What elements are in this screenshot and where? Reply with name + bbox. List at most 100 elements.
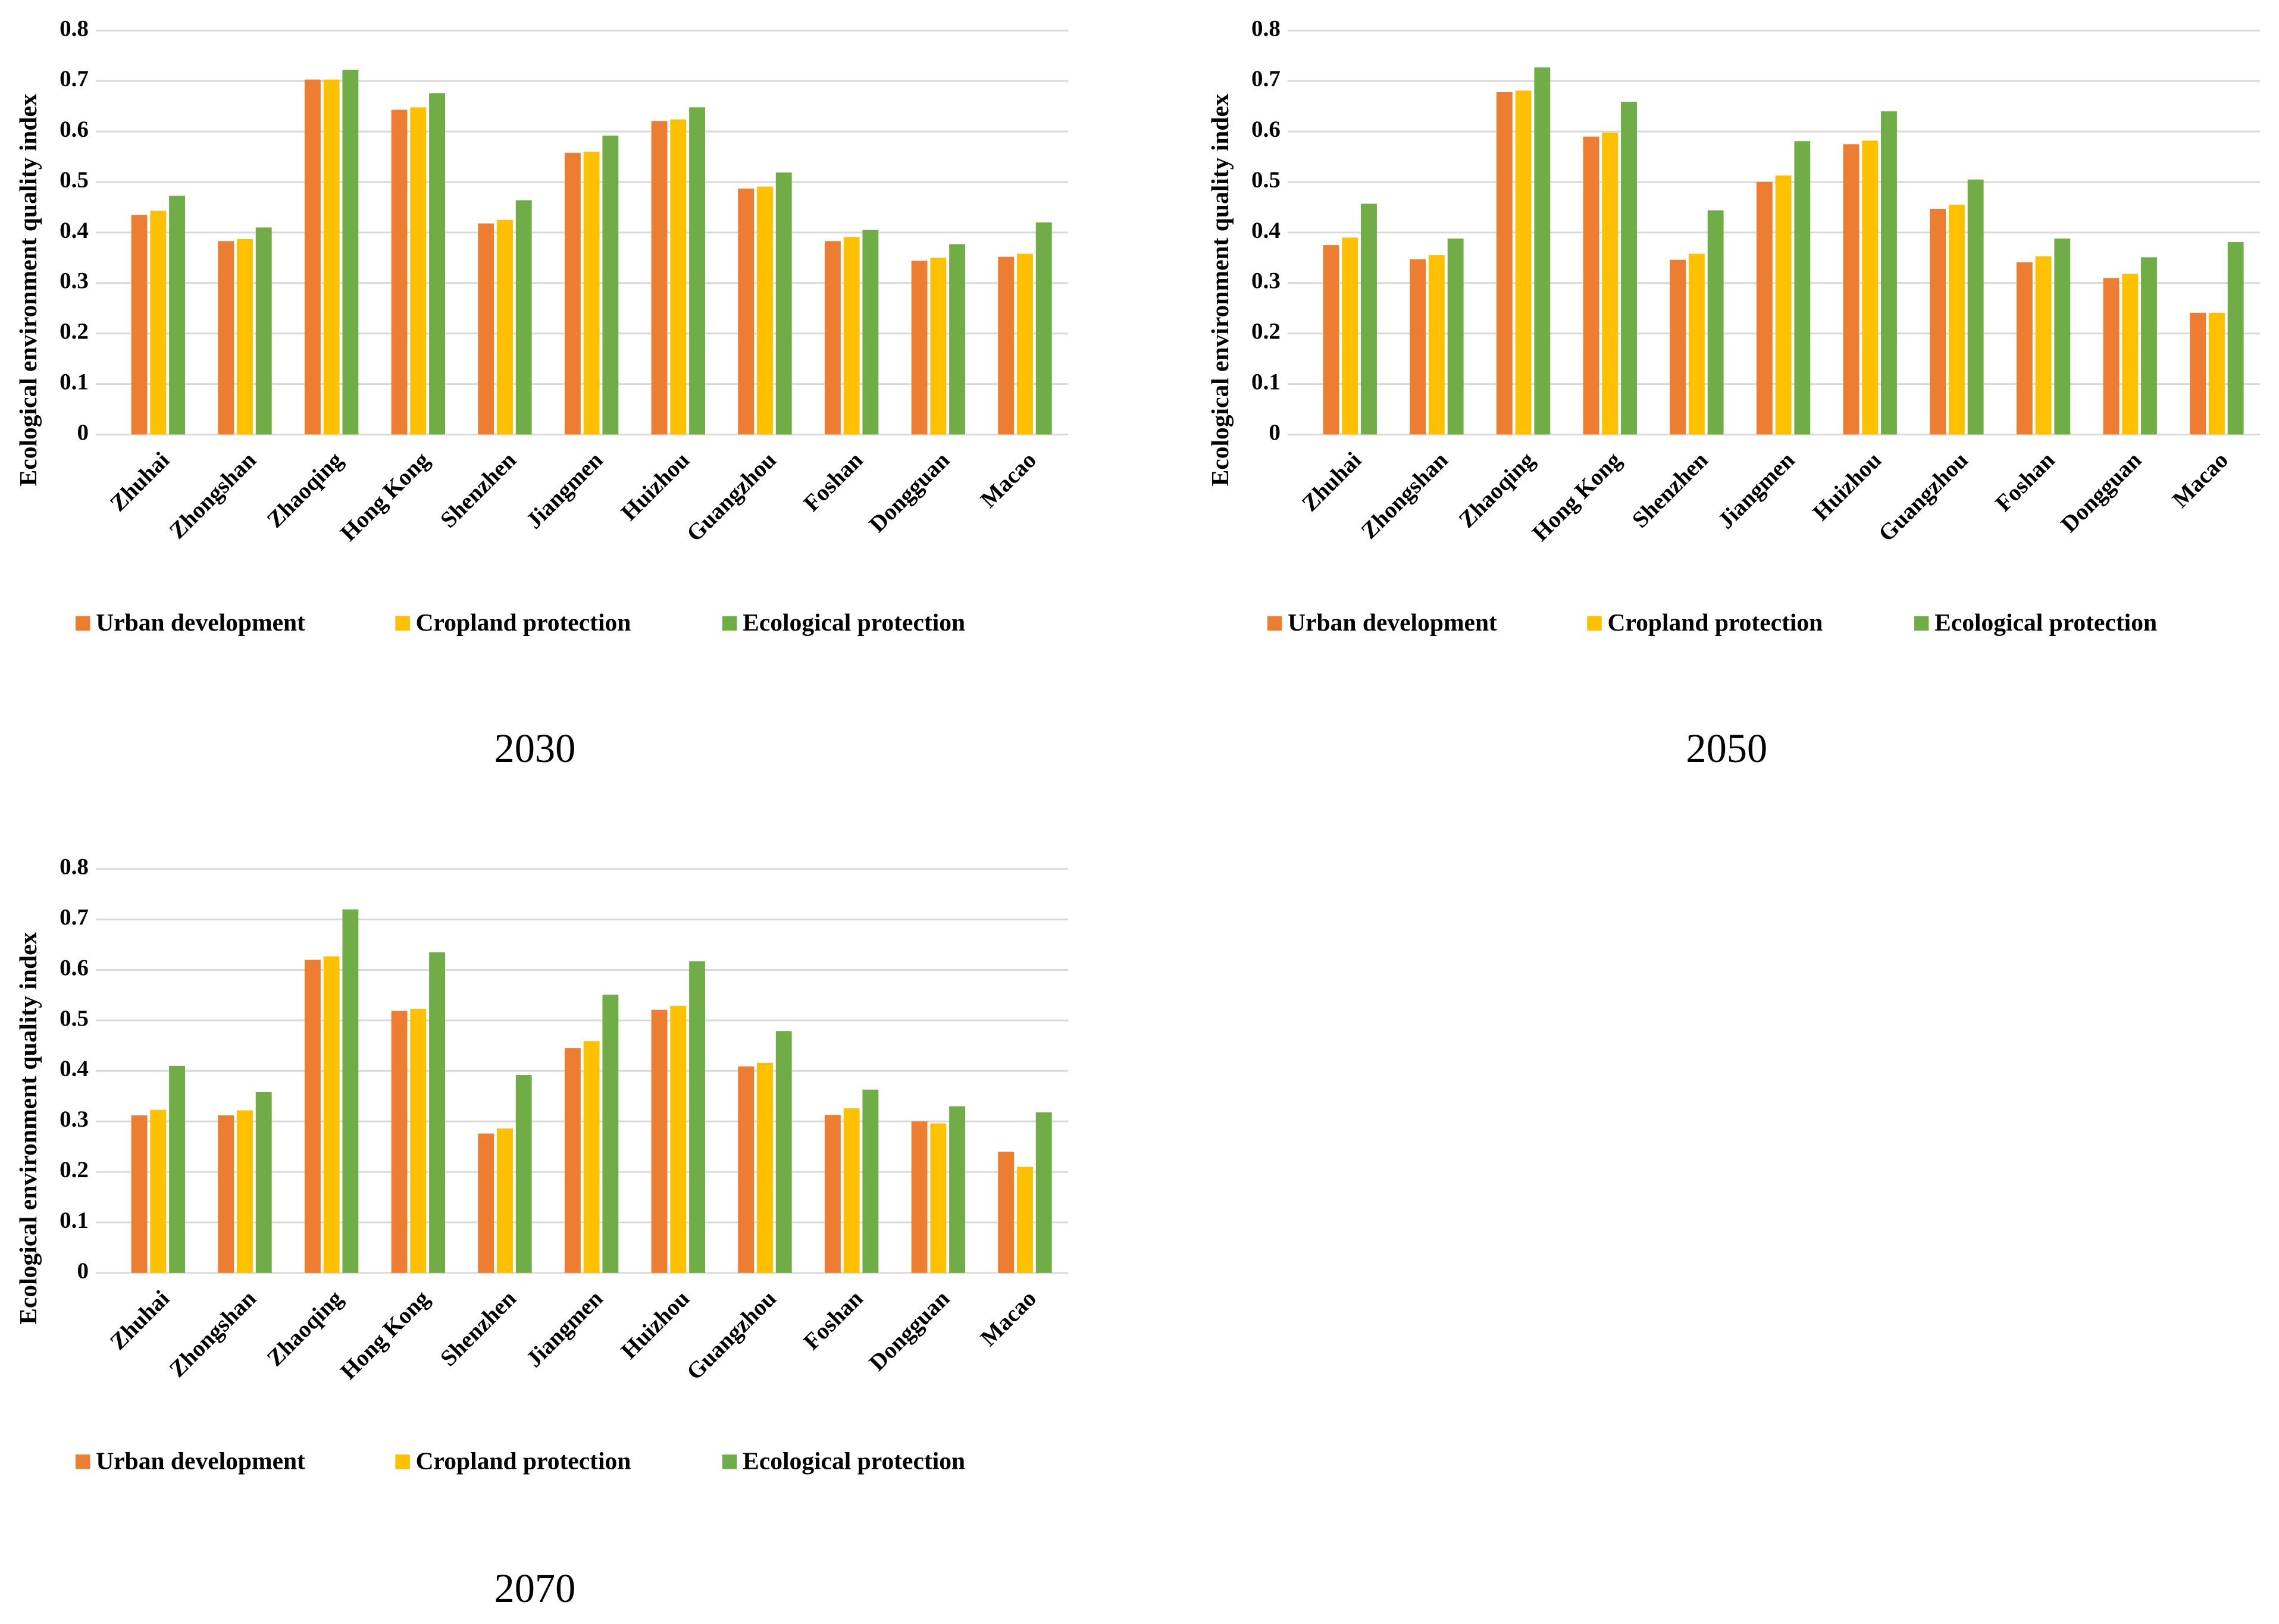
bar: [255, 227, 272, 435]
bar: [775, 172, 792, 435]
y-tick-label: 0.7: [60, 66, 89, 92]
bar: [478, 223, 494, 435]
y-tick-label: 0.5: [60, 167, 89, 193]
x-tick-label: Zhongshan: [164, 1286, 261, 1382]
bar: [1496, 92, 1513, 435]
legend-label: Ecological protection: [1934, 609, 2157, 636]
legend-swatch: [395, 1454, 410, 1469]
x-tick-label: Dongguan: [2056, 447, 2146, 538]
legend-swatch: [395, 616, 410, 631]
x-tick-label: Hong Kong: [336, 1286, 435, 1385]
bar: [237, 239, 253, 435]
x-tick-label: Huizhou: [1808, 447, 1886, 526]
bar: [391, 1011, 408, 1273]
y-tick-label: 0.5: [60, 1005, 89, 1031]
x-tick-label: Jiangmen: [1713, 447, 1800, 534]
x-tick-label: Zhuhai: [105, 1286, 175, 1355]
bar: [564, 1048, 581, 1273]
bar: [515, 1075, 532, 1273]
x-tick-label: Guangzhou: [682, 1286, 781, 1385]
bar: [237, 1110, 253, 1273]
bar: [862, 230, 879, 435]
bar: [998, 256, 1015, 435]
bar: [497, 220, 513, 435]
legend-label: Urban development: [96, 609, 305, 636]
bar: [911, 261, 928, 435]
legend-swatch: [76, 1454, 90, 1469]
bar: [602, 135, 619, 435]
legend-label: Ecological protection: [743, 1447, 965, 1474]
y-tick-label: 0.5: [1251, 167, 1281, 193]
bar: [2016, 262, 2033, 435]
bar: [564, 152, 581, 435]
x-tick-label: Macao: [976, 447, 1041, 513]
y-tick-label: 0.2: [60, 319, 89, 344]
bar: [1583, 136, 1599, 435]
bar: [2035, 256, 2052, 435]
y-axis-label: Ecological environment quality index: [14, 93, 42, 486]
bar: [323, 79, 340, 435]
x-tick-label: Guangzhou: [1874, 447, 1973, 547]
y-tick-label: 0.1: [1251, 369, 1281, 395]
y-tick-label: 0.8: [60, 854, 89, 880]
bar: [824, 241, 841, 435]
legend-label: Cropland protection: [416, 609, 631, 636]
bar: [1881, 111, 1897, 435]
bar: [930, 1123, 947, 1273]
bar: [2208, 312, 2225, 435]
bar: [323, 956, 340, 1273]
legend-swatch: [722, 616, 737, 631]
bar: [689, 961, 705, 1273]
x-tick-label: Hong Kong: [336, 447, 435, 546]
legend-label: Ecological protection: [743, 609, 965, 636]
bar: [150, 211, 167, 435]
bar: [949, 244, 965, 435]
bar: [1410, 259, 1426, 435]
x-tick-label: Hong Kong: [1527, 447, 1627, 546]
legend-swatch: [1587, 616, 1602, 631]
y-tick-label: 0.6: [60, 117, 89, 142]
legend-label: Urban development: [1288, 609, 1497, 636]
bar: [410, 107, 427, 435]
y-tick-label: 0.3: [60, 268, 89, 294]
bar: [1447, 239, 1464, 435]
y-tick-label: 0.7: [60, 905, 89, 930]
bar: [304, 960, 321, 1273]
bar: [1428, 255, 1445, 435]
x-tick-label: Foshan: [1990, 447, 2060, 517]
bar: [1862, 140, 1879, 435]
x-tick-label: Zhuhai: [1297, 447, 1367, 517]
y-tick-label: 0.3: [1251, 268, 1281, 294]
x-tick-label: Zhaoqing: [1454, 447, 1539, 532]
x-tick-label: Jiangmen: [521, 1286, 608, 1372]
bar: [410, 1008, 427, 1273]
y-tick-label: 0.4: [1251, 218, 1281, 243]
bar: [583, 1041, 600, 1273]
bar: [1843, 144, 1859, 435]
chart-title: 2070: [494, 1566, 576, 1611]
x-tick-label: Foshan: [799, 447, 868, 517]
chart-title: 2050: [1686, 726, 1767, 771]
bar: [1621, 102, 1637, 435]
bar: [2054, 239, 2071, 435]
bar: [824, 1115, 841, 1273]
bar: [342, 70, 359, 435]
y-tick-label: 0.4: [60, 218, 89, 243]
bar: [1035, 222, 1052, 435]
legend-label: Urban development: [96, 1447, 305, 1474]
bar: [429, 93, 445, 435]
bar: [2122, 274, 2139, 435]
bar: [255, 1092, 272, 1273]
chart-panel: 0 0.1 0.2 0.3 0.4 0.5 0.6 0.7 0.8 Ecological envi…: [1206, 15, 2261, 771]
y-tick-label: 0.4: [60, 1056, 89, 1081]
x-tick-label: Huizhou: [616, 1286, 694, 1364]
bar: [651, 121, 668, 435]
chart-panel: 0 0.1 0.2 0.3 0.4 0.5 0.6 0.7 0.8 Ecological envi…: [14, 15, 1069, 771]
chart-title: 2030: [494, 726, 576, 771]
bar: [391, 109, 408, 435]
x-tick-label: Jiangmen: [521, 447, 608, 534]
bar: [2103, 278, 2120, 435]
bar: [1035, 1112, 1052, 1273]
bar: [583, 152, 600, 435]
